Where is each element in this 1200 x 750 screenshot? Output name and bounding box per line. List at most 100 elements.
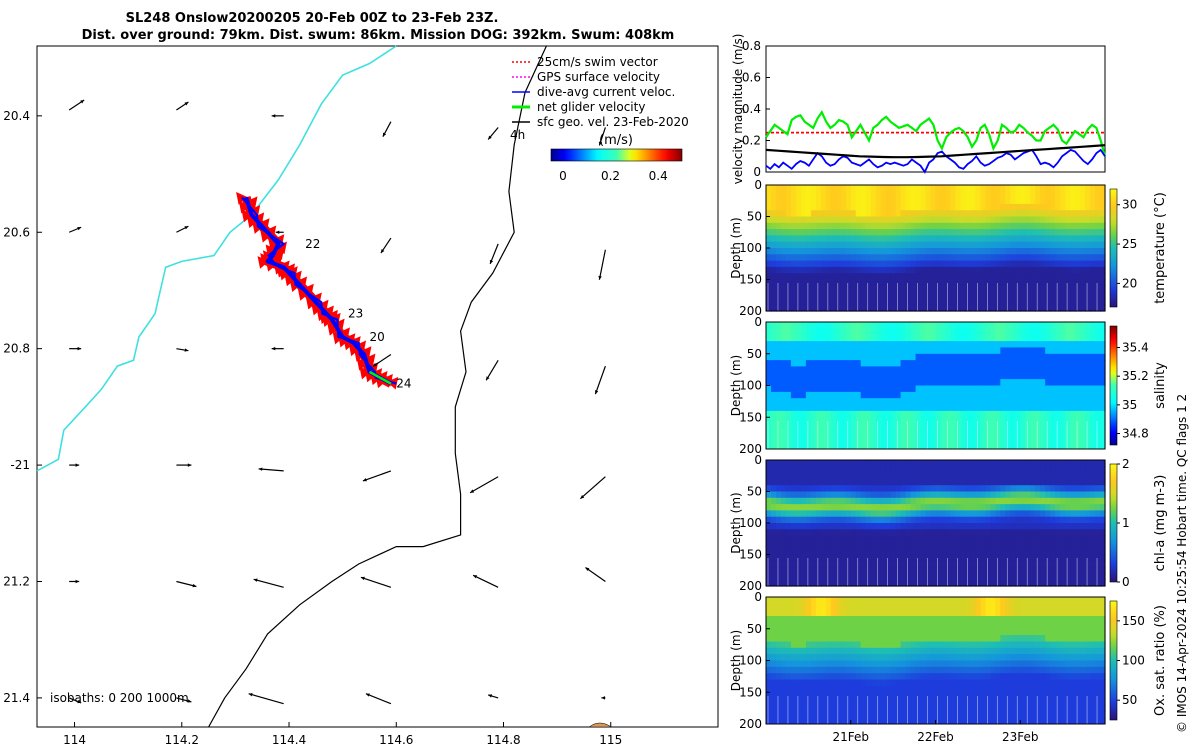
heatmap-cell: [1100, 510, 1106, 518]
heatmap-cell: [835, 347, 842, 355]
heatmap-cell: [1090, 535, 1096, 543]
heatmap-cell: [1000, 185, 1006, 192]
heatmap-cell: [895, 372, 902, 380]
heatmap-cell: [855, 266, 862, 274]
heatmap-cell: [970, 366, 976, 374]
heatmap-cell: [1010, 235, 1016, 243]
heatmap-cell: [900, 504, 907, 511]
heatmap-cell: [920, 429, 927, 437]
heatmap-cell: [875, 660, 882, 668]
heatmap-cell: [790, 398, 797, 406]
heatmap-cell: [1090, 460, 1096, 467]
heatmap-cell: [995, 423, 1001, 431]
heatmap-cell: [845, 698, 852, 706]
heatmap-cell: [920, 554, 927, 562]
heatmap-cell: [875, 616, 882, 623]
heatmap-cell: [1005, 391, 1011, 399]
heatmap-cell: [930, 216, 937, 224]
heatmap-cell: [820, 685, 827, 693]
heatmap-cell: [1030, 279, 1036, 287]
heatmap-cell: [1080, 573, 1086, 581]
heatmap-cell: [820, 298, 827, 306]
heatmap-cell: [781, 635, 787, 642]
heatmap-cell: [915, 548, 922, 556]
heatmap-cell: [766, 609, 772, 617]
heatmap-cell: [980, 216, 986, 224]
heatmap-cell: [895, 560, 902, 568]
heatmap-cell: [1095, 391, 1101, 399]
heatmap-cell: [1070, 210, 1076, 218]
heatmap-cell: [990, 191, 996, 199]
heatmap-cell: [1050, 516, 1056, 524]
heatmap-cell: [1045, 523, 1051, 530]
heatmap-cell: [1060, 279, 1066, 287]
heatmap-cell: [1095, 460, 1101, 467]
heatmap-cell: [845, 360, 852, 367]
heatmap-cell: [885, 203, 892, 211]
heatmap-cell: [1005, 541, 1011, 549]
heatmap-cell: [825, 597, 832, 604]
heatmap-cell: [1085, 497, 1091, 505]
heatmap-cell: [930, 241, 937, 249]
heatmap-cell: [1070, 322, 1076, 329]
heatmap-cell: [1085, 510, 1091, 518]
heatmap-cell: [1090, 579, 1096, 587]
heatmap-cell: [925, 222, 932, 230]
heatmap-cell: [1035, 423, 1041, 431]
heatmap-cell: [781, 423, 787, 431]
heatmap-cell: [781, 523, 787, 530]
heatmap-cell: [766, 535, 772, 543]
heatmap-cell: [815, 647, 822, 655]
heatmap-cell: [870, 560, 877, 568]
heatmap-cell: [995, 478, 1001, 486]
heatmap-cell: [1065, 347, 1071, 355]
heatmap-cell: [1090, 203, 1096, 211]
heatmap-cell: [1050, 210, 1056, 218]
heatmap-cell: [830, 260, 837, 268]
heatmap-cell: [845, 423, 852, 431]
heatmap-cell: [1065, 485, 1071, 493]
heatmap-cell: [900, 567, 907, 574]
heatmap-cell: [766, 504, 772, 511]
heatmap-cell: [840, 353, 847, 361]
heatmap-cell: [890, 478, 897, 486]
heatmap-cell: [810, 573, 817, 581]
heatmap-cell: [940, 554, 947, 562]
heatmap-cell: [895, 229, 902, 236]
heatmap-cell: [1090, 504, 1096, 511]
heatmap-cell: [1095, 478, 1101, 486]
heatmap-cell: [820, 711, 827, 719]
heatmap-cell: [840, 616, 847, 623]
heatmap-cell: [1065, 391, 1071, 399]
heatmap-cell: [810, 529, 817, 537]
heatmap-cell: [790, 523, 797, 530]
heatmap-cell: [850, 429, 857, 437]
heatmap-cell: [790, 429, 797, 437]
heatmap-cell: [766, 573, 772, 581]
heatmap-cell: [800, 279, 807, 287]
heatmap-cell: [860, 404, 867, 412]
heatmap-cell: [825, 535, 832, 543]
heatmap-cell: [875, 366, 882, 374]
heatmap-cell: [905, 197, 912, 205]
heatmap-cell: [930, 442, 937, 450]
heatmap-cell: [776, 442, 782, 450]
heatmap-cell: [1095, 241, 1101, 249]
heatmap-cell: [1090, 216, 1096, 224]
heatmap-cell: [850, 660, 857, 668]
heatmap-cell: [920, 191, 927, 199]
heatmap-cell: [955, 460, 961, 467]
heatmap-cell: [1050, 548, 1056, 556]
heatmap-cell: [985, 360, 991, 367]
heatmap-cell: [965, 398, 971, 406]
heatmap-cell: [840, 478, 847, 486]
heatmap-cell: [785, 423, 792, 431]
heatmap-cell: [955, 185, 961, 192]
heatmap-cell: [835, 423, 842, 431]
heatmap-cell: [1045, 573, 1051, 581]
heatmap-cell: [865, 266, 872, 274]
heatmap-cell: [850, 197, 857, 205]
heatmap-cell: [950, 504, 957, 511]
heatmap-cell: [1055, 347, 1061, 355]
heatmap-cell: [805, 197, 812, 205]
